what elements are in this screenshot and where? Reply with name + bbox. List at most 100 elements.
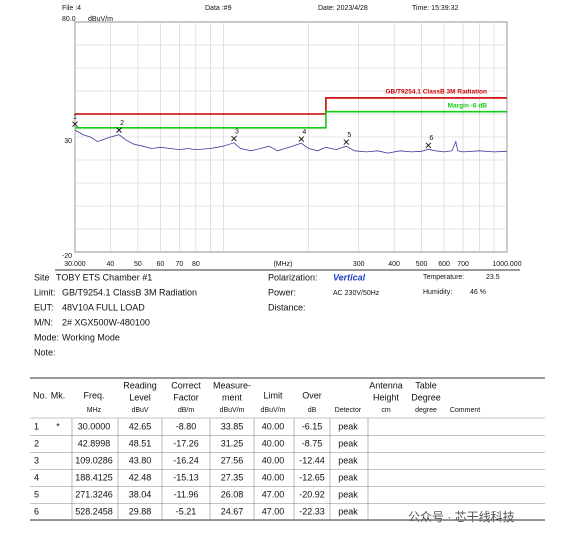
info-value: Working Mode [62, 332, 120, 342]
info-value: 46 % [470, 289, 486, 296]
limit-line [75, 97, 507, 115]
table-unit: cm [381, 407, 391, 414]
info-label: Power: [268, 287, 296, 297]
table-cell: 40.00 [262, 455, 285, 465]
info-label: EUT: [34, 302, 54, 312]
table-header: Over [302, 390, 322, 400]
table-unit: dB [308, 407, 317, 414]
x-tick-label: 500 [416, 261, 428, 268]
marker [298, 136, 305, 142]
table-cell: 3 [34, 455, 39, 465]
table-header: Mk. [51, 390, 66, 400]
table-cell: peak [338, 421, 358, 431]
limit-label: GB/T9254.1 ClassB 3M Radiation [385, 89, 487, 96]
file: File :4 [62, 5, 81, 12]
table-header: Level [129, 392, 151, 402]
table-cell: -11.96 [174, 489, 199, 499]
table-unit: Detector [335, 407, 362, 414]
x-axis-label: (MHz) [273, 261, 292, 268]
table-cell: 42.8998 [78, 438, 111, 448]
table-cell: 188.4125 [75, 472, 113, 482]
marker [72, 121, 78, 127]
table-unit: degree [415, 407, 437, 414]
x-tick-label: 600 [438, 261, 450, 268]
marker [425, 142, 432, 149]
table-cell: 40.00 [262, 472, 285, 482]
table-cell: 48.51 [129, 438, 152, 448]
limit-label: Margin -6 dB [448, 102, 488, 109]
table-cell: 31.25 [221, 438, 244, 448]
table-cell: 43.80 [129, 455, 152, 465]
marker-label: 5 [347, 132, 351, 139]
table-cell: 6 [34, 506, 39, 516]
table-cell: -6.15 [302, 421, 323, 431]
info-value: GB/T9254.1 ClassB 3M Radiation [62, 287, 197, 297]
x-tick-label: 400 [388, 261, 400, 268]
table-cell: 5 [34, 489, 39, 499]
marker [343, 139, 350, 145]
marker-label: 3 [235, 128, 239, 135]
table-cell: -12.65 [299, 472, 325, 482]
table-unit: dBuV/m [220, 407, 245, 414]
table-cell: 40.00 [262, 438, 285, 448]
table-cell: peak [338, 506, 358, 516]
table-cell: peak [338, 438, 358, 448]
table-cell: peak [338, 472, 358, 482]
table-cell: -8.80 [176, 421, 197, 431]
info-value: 48V10A FULL LOAD [62, 302, 145, 312]
y-tick-label: 30 [64, 138, 72, 145]
table-header: Factor [173, 392, 199, 402]
info-label: Distance: [268, 302, 306, 312]
table-header: Height [373, 392, 400, 402]
table-cell: -17.26 [173, 438, 199, 448]
x-tick-label: 60 [156, 261, 164, 268]
table-cell: 38.04 [129, 489, 152, 499]
table-cell: -5.21 [176, 506, 197, 516]
table-cell: -22.33 [299, 506, 325, 516]
table-cell: 40.00 [262, 421, 285, 431]
y-unit: dBuV/m [88, 16, 113, 23]
table-cell: -12.44 [299, 455, 325, 465]
marker-label: 2 [120, 120, 124, 127]
table-cell: peak [338, 455, 358, 465]
y-tick-label: -20 [62, 253, 72, 260]
table-header: Table [415, 380, 437, 390]
info-value: TOBY ETS Chamber #1 [56, 272, 152, 282]
table-cell: 29.88 [129, 506, 152, 516]
x-tick-label: 1000.000 [492, 261, 521, 268]
marker-label: 1 [73, 114, 77, 121]
info-label: Site [34, 272, 50, 282]
table-unit: dBuV/m [261, 407, 286, 414]
info-label: Polarization: [268, 272, 318, 282]
table-header: Limit [263, 390, 283, 400]
table-header: Measure- [213, 380, 251, 390]
y-tick-label: 80.0 [62, 16, 76, 23]
table-header: Correct [171, 380, 201, 390]
table-cell: 27.56 [221, 455, 244, 465]
limit-line [75, 110, 507, 129]
x-tick-label: 40 [107, 261, 115, 268]
table-cell: -16.24 [173, 455, 199, 465]
table-cell: -15.13 [173, 472, 199, 482]
table-cell: 47.00 [262, 489, 285, 499]
table-unit: dBuV [131, 407, 148, 414]
info-label: Note: [34, 347, 56, 357]
info-label: Humidity: [423, 289, 452, 296]
info-label: Mode: [34, 332, 59, 342]
x-tick-label: 300 [353, 261, 365, 268]
table-cell: peak [338, 489, 358, 499]
table-cell: 30.0000 [78, 421, 111, 431]
marker [231, 135, 237, 142]
time: Time: 15:39:32 [412, 5, 459, 12]
table-header: ment [222, 392, 243, 402]
table-header: Freq. [83, 390, 104, 400]
table-header: No. [33, 390, 47, 400]
table-cell: * [56, 421, 60, 431]
table-header: Degree [411, 392, 441, 402]
marker-label: 4 [302, 129, 306, 136]
table-cell: 42.48 [129, 472, 152, 482]
table-unit: MHz [87, 407, 102, 414]
table-cell: 33.85 [221, 421, 244, 431]
x-tick-label: 700 [457, 261, 469, 268]
info-label: Limit: [34, 287, 56, 297]
